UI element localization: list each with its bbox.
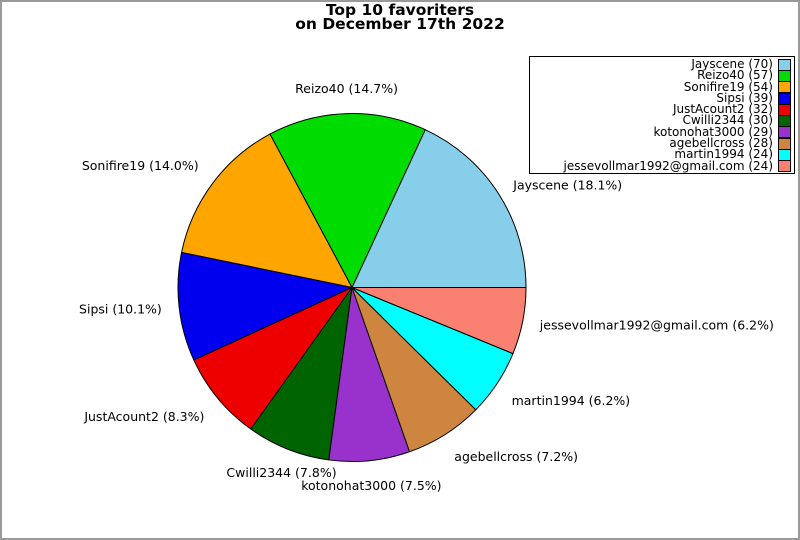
pie-slice-justacount2 — [193, 287, 353, 430]
pie-label-kotonohat3000: kotonohat3000 (7.5%) — [301, 477, 442, 493]
pie-label-jessevollmar1992-gmail-com: jessevollmar1992@gmail.com (6.2%) — [539, 317, 774, 333]
legend-color-swatch — [778, 126, 791, 139]
pie-slice-jayscene — [351, 129, 527, 288]
chart-title-line2: on December 17th 2022 — [295, 14, 505, 33]
legend-color-swatch — [778, 137, 791, 150]
pie-label-sonifire19: Sonifire19 (14.0%) — [81, 158, 199, 173]
chart-title: Top 10 favoriters on December 17th 2022 — [2, 1, 798, 33]
legend-label: Reizo40 (57) — [697, 68, 773, 83]
legend-label: Jayscene (70) — [691, 57, 773, 71]
legend-color-swatch — [778, 115, 791, 128]
legend-color-swatch — [778, 149, 791, 162]
pie-label-justacount2: JustAcount2 (8.3%) — [84, 409, 205, 425]
legend-row-justacount2: JustAcount2 (32) — [532, 102, 791, 117]
legend-label: kotonohat3000 (29) — [653, 124, 773, 139]
legend-row-jayscene: Jayscene (70) — [532, 57, 791, 71]
pie-label-jayscene: Jayscene (18.1%) — [513, 177, 623, 192]
legend-label: Sipsi (39) — [716, 90, 773, 105]
legend-color-swatch — [778, 103, 791, 116]
legend-label: JustAcount2 (32) — [672, 102, 773, 117]
legend-row-cwilli2344: Cwilli2344 (30) — [532, 113, 791, 128]
legend-color-swatch — [778, 92, 791, 105]
pie-slice-sipsi — [177, 251, 353, 361]
pie-slice-jessevollmar1992-gmail-com — [351, 287, 527, 355]
legend-label: Sonifire19 (54) — [683, 79, 773, 94]
pie-label-cwilli2344: Cwilli2344 (7.8%) — [226, 465, 337, 481]
chart-title-line1: Top 10 favoriters — [325, 1, 475, 19]
legend-label: martin1994 (24) — [674, 147, 773, 162]
pie-label-martin1994: martin1994 (6.2%) — [511, 393, 631, 409]
legend-label: jessevollmar1992@gmail.com (24) — [563, 158, 773, 173]
pie-label-sipsi: Sipsi (10.1%) — [79, 301, 162, 317]
legend-label: agebellcross (28) — [669, 136, 773, 151]
legend-row-sipsi: Sipsi (39) — [532, 90, 791, 105]
pie-label-agebellcross: agebellcross (7.2%) — [454, 449, 579, 465]
legend-color-swatch — [778, 58, 791, 71]
legend-color-swatch — [778, 69, 791, 82]
legend-row-jessevollmar1992-gmail-com: jessevollmar1992@gmail.com (24) — [532, 158, 791, 173]
legend-color-swatch — [778, 160, 791, 173]
pie-slice-sonifire19 — [181, 133, 353, 288]
pie-slice-reizo40 — [269, 112, 426, 288]
legend-color-swatch — [778, 81, 791, 94]
pie-label-reizo40: Reizo40 (14.7%) — [295, 81, 399, 97]
legend: Jayscene (70) Reizo40 (57) Sonifire19 (54)… — [529, 56, 795, 174]
legend-row-reizo40: Reizo40 (57) — [532, 68, 791, 83]
legend-label: Cwilli2344 (30) — [682, 113, 773, 128]
legend-row-martin1994: martin1994 (24) — [532, 147, 791, 162]
